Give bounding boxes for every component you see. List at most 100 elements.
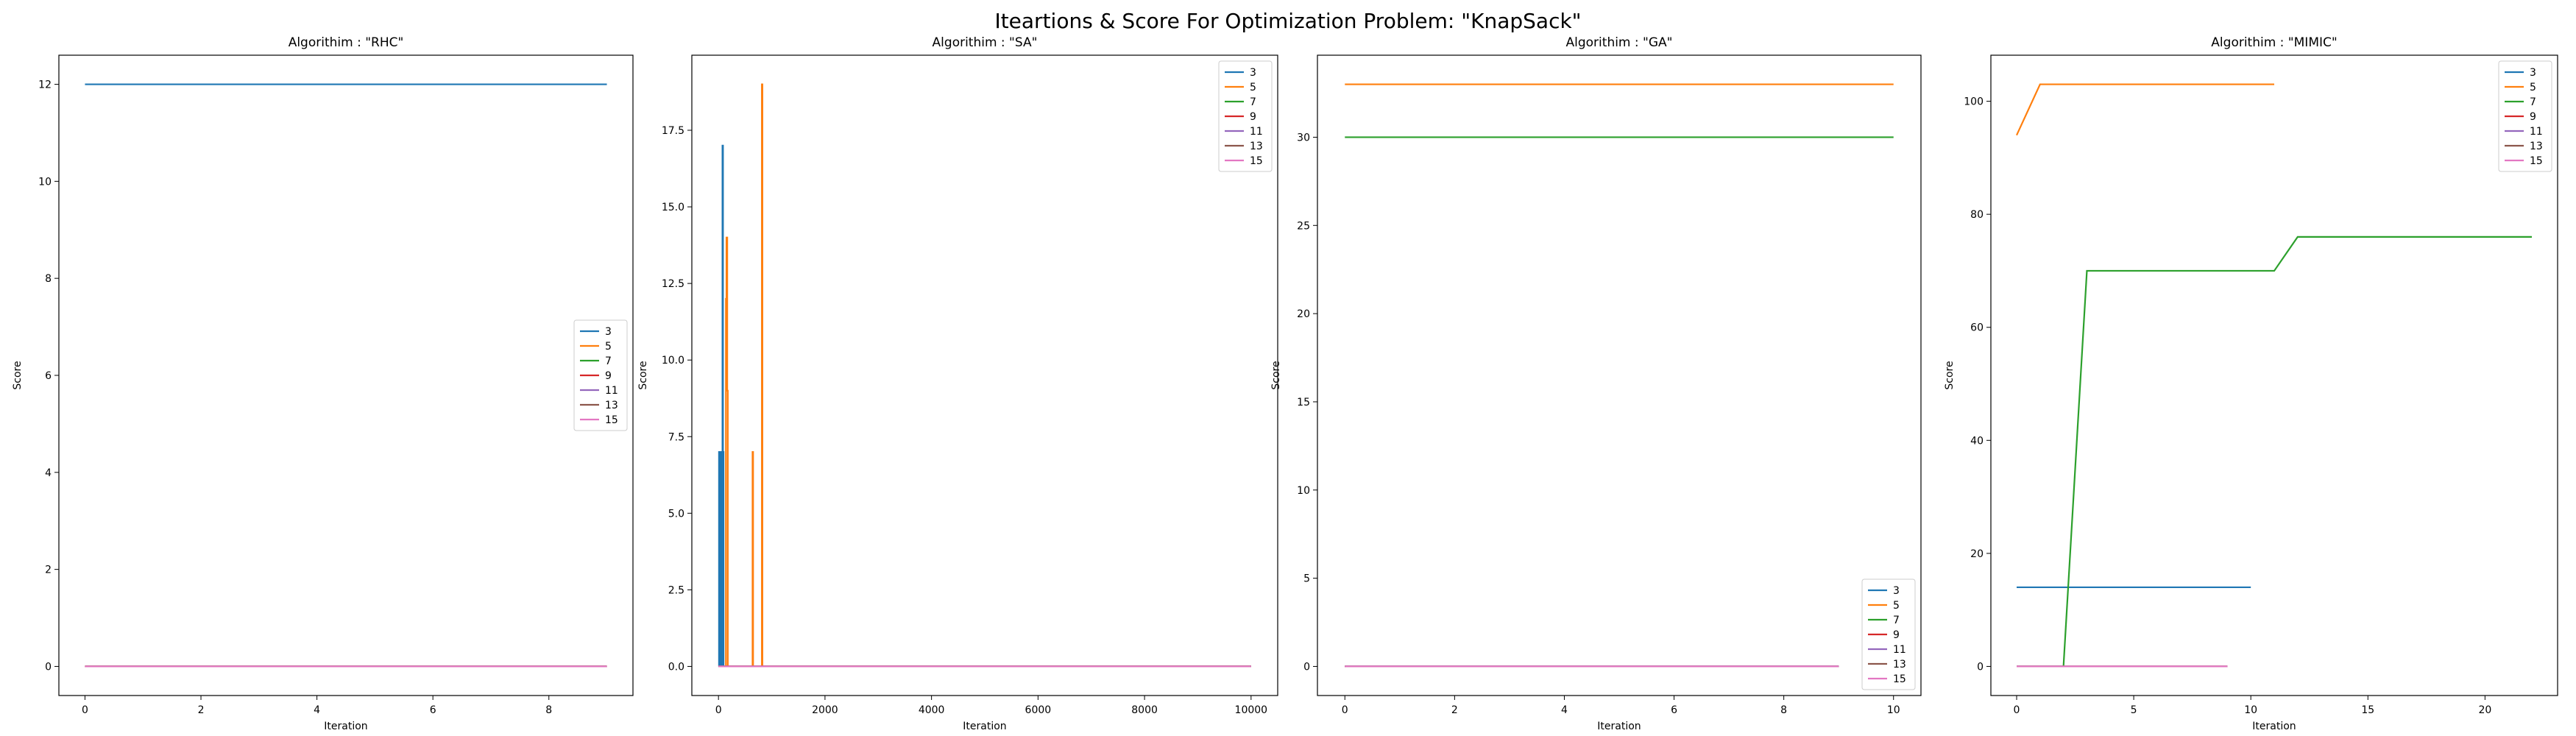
y-tick-label: 20 xyxy=(1970,548,1984,560)
legend-label-5: 5 xyxy=(605,341,612,353)
legend-label-13: 13 xyxy=(605,400,618,411)
series-group xyxy=(2016,83,2532,668)
legend-label-9: 9 xyxy=(605,370,612,382)
x-tick-label: 8000 xyxy=(1131,704,1158,716)
series-line-3 xyxy=(718,144,1251,668)
y-tick-label: 60 xyxy=(1970,322,1984,334)
y-tick-label: 10.0 xyxy=(662,355,684,367)
y-axis-label: Score xyxy=(637,361,649,389)
y-tick-label: 2.5 xyxy=(668,584,684,596)
x-tick-label: 0 xyxy=(82,704,88,716)
chart-panel-1: Algorithim : "RHC" 0 2 4 6 8 0 2 4 6 8 10 12 Iteratio… xyxy=(12,35,634,732)
chart-panel-2: Algorithim : "SA" 0 2000 4000 6000 8000 10000 0… xyxy=(637,35,1278,732)
y-tick-label: 5 xyxy=(1303,573,1310,585)
x-tick-label: 6 xyxy=(1671,704,1677,716)
legend-label-13: 13 xyxy=(1250,141,1263,152)
x-axis-label: Iteration xyxy=(324,721,367,732)
x-tick-label: 15 xyxy=(2361,704,2374,716)
legend-frame xyxy=(1218,60,1273,172)
x-tick-label: 20 xyxy=(2478,704,2491,716)
y-tick-label: 0.0 xyxy=(668,661,684,673)
x-tick-label: 4 xyxy=(314,704,320,716)
legend-label-15: 15 xyxy=(605,414,618,426)
y-tick-label: 12.5 xyxy=(662,278,684,290)
legend: 3 5 7 9 11 13 15 xyxy=(573,319,628,431)
legend-label-9: 9 xyxy=(1250,111,1256,123)
x-tick-label: 2000 xyxy=(812,704,838,716)
legend-label-15: 15 xyxy=(1250,155,1263,167)
legend-label-11: 11 xyxy=(2530,126,2543,138)
legend-label-5: 5 xyxy=(2530,82,2536,93)
legend-label-11: 11 xyxy=(1250,126,1263,138)
legend-label-9: 9 xyxy=(1893,629,1900,641)
series-line-5 xyxy=(2016,83,2274,136)
x-axis-label: Iteration xyxy=(1597,721,1641,732)
x-tick-label: 0 xyxy=(1342,704,1348,716)
x-tick-label: 2 xyxy=(1451,704,1458,716)
y-tick-label: 7.5 xyxy=(668,431,684,443)
legend-label-5: 5 xyxy=(1893,600,1900,612)
series-group xyxy=(718,83,1251,668)
legend-frame xyxy=(573,319,628,431)
x-tick-label: 0 xyxy=(2014,704,2020,716)
x-tick-label: 4 xyxy=(1561,704,1568,716)
series-line-7 xyxy=(2017,236,2532,668)
y-tick-label: 6 xyxy=(45,370,52,382)
x-tick-label: 10 xyxy=(2244,704,2257,716)
figure-title: Iteartions & Score For Optimization Prob… xyxy=(994,9,1582,33)
legend-label-7: 7 xyxy=(605,355,612,367)
x-tick-label: 10 xyxy=(1887,704,1900,716)
x-tick-label: 6000 xyxy=(1025,704,1052,716)
legend: 3 5 7 9 11 13 15 xyxy=(1218,60,1273,172)
y-tick-label: 4 xyxy=(45,467,52,479)
x-tick-label: 4000 xyxy=(919,704,945,716)
chart-panel-4: Algorithim : "MIMIC" 0 5 10 15 20 0 20 40 60 80 100… xyxy=(1944,35,2558,732)
legend-frame xyxy=(2498,60,2552,172)
legend-label-7: 7 xyxy=(1893,615,1900,626)
legend-label-3: 3 xyxy=(1250,67,1256,79)
y-tick-label: 0 xyxy=(1303,661,1310,673)
y-tick-label: 0 xyxy=(1977,661,1984,673)
legend: 3 5 7 9 11 13 15 xyxy=(1861,578,1916,690)
legend-label-15: 15 xyxy=(1893,673,1906,685)
legend-frame xyxy=(1861,578,1916,690)
y-tick-label: 0 xyxy=(45,661,52,673)
series-group xyxy=(1345,83,1894,668)
x-tick-label: 8 xyxy=(1780,704,1787,716)
chart-title: Algorithim : "GA" xyxy=(1566,35,1673,50)
axes-frame xyxy=(691,54,1278,696)
legend-label-13: 13 xyxy=(1893,659,1906,670)
y-tick-label: 25 xyxy=(1297,220,1310,232)
legend-label-15: 15 xyxy=(2530,155,2543,167)
legend-label-7: 7 xyxy=(1250,96,1256,108)
y-tick-label: 100 xyxy=(1964,96,1984,108)
axes-frame xyxy=(1990,54,2558,696)
y-axis-label: Score xyxy=(1270,361,1282,389)
y-tick-label: 10 xyxy=(38,176,52,188)
y-tick-label: 30 xyxy=(1297,132,1310,144)
x-tick-label: 6 xyxy=(430,704,436,716)
y-tick-label: 2 xyxy=(45,565,52,576)
legend-label-3: 3 xyxy=(1893,585,1900,597)
series-group xyxy=(85,83,607,668)
y-tick-label: 20 xyxy=(1297,308,1310,320)
legend-label-3: 3 xyxy=(2530,67,2536,79)
series-line-5 xyxy=(718,83,1251,668)
y-tick-label: 15 xyxy=(1297,397,1310,408)
x-tick-label: 8 xyxy=(545,704,552,716)
x-axis-label: Iteration xyxy=(2252,721,2296,732)
x-axis-label: Iteration xyxy=(963,721,1006,732)
legend-label-13: 13 xyxy=(2530,141,2543,152)
chart-title: Algorithim : "SA" xyxy=(933,35,1038,50)
y-axis-label: Score xyxy=(12,361,24,389)
y-tick-label: 17.5 xyxy=(662,125,684,137)
legend-label-5: 5 xyxy=(1250,82,1256,93)
y-tick-label: 5.0 xyxy=(668,508,684,520)
y-tick-label: 80 xyxy=(1970,209,1984,221)
axes-frame xyxy=(1317,54,1922,696)
legend-label-11: 11 xyxy=(605,385,618,397)
axes-frame xyxy=(58,54,634,696)
y-tick-label: 15.0 xyxy=(662,202,684,213)
legend: 3 5 7 9 11 13 15 xyxy=(2498,60,2552,172)
